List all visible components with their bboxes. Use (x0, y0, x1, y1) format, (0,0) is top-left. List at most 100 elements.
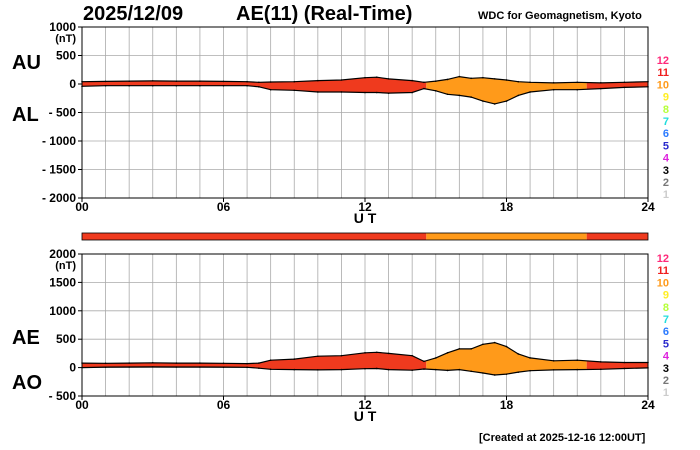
au-data-point (340, 79, 343, 81)
ao-data-point (470, 370, 472, 373)
activity-level-label: 9 (663, 290, 669, 302)
ae-data-point (375, 351, 378, 354)
au-data-point (576, 81, 579, 84)
activity-level-label: 6 (663, 128, 669, 140)
ae-data-point (128, 362, 130, 364)
au-al-unit-label: (nT) (55, 33, 76, 45)
ae-data-point (222, 362, 225, 365)
ao-data-point (434, 368, 437, 371)
activity-level-label: 1 (663, 387, 669, 399)
au-al-xtick-label: 00 (75, 200, 89, 214)
au-data-point (552, 82, 555, 84)
al-data-point (482, 100, 484, 102)
activity-level-label: 11 (657, 265, 669, 277)
ae-data-point (446, 352, 449, 354)
au-series-line (81, 75, 649, 84)
ae-data-point (364, 352, 366, 354)
au-data-point (517, 80, 520, 83)
au-al-ytick-label: 500 (56, 49, 76, 63)
ae-data-point (199, 362, 201, 364)
source-label: WDC for Geomagnetism, Kyoto (478, 10, 642, 22)
ae-ao-ytick-label: 500 (56, 332, 76, 346)
al-data-point (552, 88, 555, 91)
ae-ao-activity-area (82, 352, 427, 371)
activity-level-label: 2 (663, 177, 669, 189)
au-al-ytick-label: 0 (69, 77, 76, 91)
al-data-point (493, 103, 496, 105)
ae-ao-ytick-label: 2000 (49, 247, 76, 261)
al-data-point (434, 90, 437, 92)
al-data-point (375, 91, 378, 94)
ao-data-point (375, 367, 378, 370)
al-data-point (458, 94, 461, 97)
ae-ao-ytick-label: 1000 (49, 304, 76, 318)
au-al-xtick-label: 06 (217, 200, 231, 214)
al-data-point (246, 84, 248, 87)
au-al-xtick-label: 18 (500, 200, 514, 214)
ae-ao-xtick-label: 18 (500, 398, 514, 412)
al-data-point (317, 91, 319, 93)
activity-level-label: 7 (663, 314, 669, 326)
activity-level-label: 4 (663, 153, 670, 165)
al-data-point (517, 94, 520, 97)
al-data-point (411, 91, 413, 94)
activity-level-label: 4 (663, 351, 670, 363)
activity-level-label: 5 (663, 338, 669, 350)
created-timestamp: [Created at 2025-12-16 12:00UT] (479, 432, 646, 444)
au-al-xaxis-title: U T (354, 210, 377, 226)
au-data-point (529, 81, 531, 84)
activity-level-label: 10 (657, 79, 669, 91)
al-data-point (151, 84, 154, 87)
al-data-point (505, 100, 508, 102)
al-data-point (529, 91, 531, 93)
activity-strip-segment (82, 233, 427, 240)
activity-level-label: 10 (657, 277, 669, 289)
ao-label: AO (12, 372, 42, 394)
ae-ao-xtick-label: 12 (358, 398, 372, 412)
ao-data-point (600, 368, 602, 371)
ae-data-point (505, 345, 508, 348)
ae-ao-activity-area (426, 342, 587, 375)
ao-data-point (517, 371, 520, 373)
au-data-point (411, 79, 413, 82)
ae-data-point (387, 352, 390, 355)
ae-data-point (482, 343, 484, 346)
activity-level-label: 11 (657, 67, 669, 79)
activity-level-label: 12 (657, 55, 669, 67)
al-data-point (175, 84, 178, 87)
activity-level-label: 12 (657, 253, 669, 265)
ae-ao-ytick-label: - 500 (49, 389, 77, 403)
au-data-point (128, 80, 130, 82)
ae-data-point (269, 359, 272, 362)
ae-data-point (151, 361, 154, 364)
au-data-point (387, 78, 390, 80)
au-al-xtick-label: 24 (641, 200, 655, 214)
activity-level-label: 9 (663, 92, 669, 104)
al-series-line (81, 85, 649, 105)
ae-data-point (246, 362, 248, 365)
ao-data-point (269, 368, 272, 371)
al-data-point (269, 88, 272, 91)
au-data-point (175, 80, 178, 82)
ao-data-point (482, 372, 484, 374)
ae-data-point (493, 341, 496, 344)
ae-data-point (423, 360, 425, 363)
au-data-point (482, 76, 484, 79)
ae-data-point (340, 354, 343, 357)
ae-data-point (517, 353, 520, 355)
al-data-point (199, 84, 201, 87)
au-data-point (623, 81, 626, 84)
au-data-point (446, 78, 449, 81)
activity-level-label: 7 (663, 116, 669, 128)
ao-data-point (446, 369, 449, 372)
al-data-point (104, 84, 107, 87)
chart-title: AE(11) (Real-Time) (236, 3, 413, 25)
ao-data-point (340, 368, 343, 371)
ae-ao-xtick-label: 00 (75, 398, 89, 412)
ao-data-point (387, 368, 390, 371)
ae-data-point (104, 362, 107, 365)
ao-data-point (128, 366, 130, 368)
ae-data-point (411, 354, 413, 357)
activity-strip-segment (586, 233, 648, 240)
